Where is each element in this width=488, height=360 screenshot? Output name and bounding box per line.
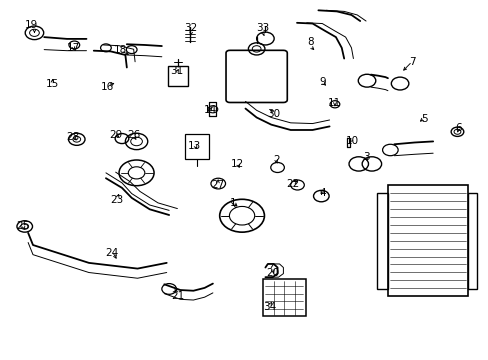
Text: 28: 28	[66, 132, 80, 142]
Bar	[467, 193, 476, 289]
Text: 25: 25	[17, 221, 30, 231]
Bar	[376, 193, 387, 289]
Text: 26: 26	[127, 130, 140, 140]
Text: 21: 21	[170, 291, 183, 301]
Text: 10: 10	[345, 136, 358, 146]
Text: 24: 24	[105, 248, 119, 258]
Text: 8: 8	[306, 37, 313, 48]
Bar	[263, 279, 305, 316]
Text: 4: 4	[318, 188, 325, 198]
Text: 9: 9	[318, 77, 325, 87]
Text: 16: 16	[101, 82, 114, 92]
Text: 31: 31	[169, 66, 183, 76]
Text: 7: 7	[408, 57, 415, 67]
Text: 32: 32	[184, 23, 197, 33]
Text: 34: 34	[263, 302, 276, 312]
Text: 13: 13	[188, 141, 201, 151]
Text: 12: 12	[231, 159, 244, 169]
Text: 14: 14	[203, 105, 217, 115]
Text: 22: 22	[286, 179, 299, 189]
Bar	[387, 185, 467, 296]
Text: 5: 5	[420, 114, 427, 124]
Text: 19: 19	[25, 19, 38, 30]
Text: 27: 27	[211, 180, 224, 190]
Text: 3: 3	[362, 152, 368, 162]
Text: 15: 15	[46, 78, 59, 89]
Bar	[167, 66, 188, 86]
Text: 1: 1	[229, 198, 236, 208]
Text: 17: 17	[66, 43, 80, 53]
Text: 2: 2	[272, 156, 279, 165]
Text: 20: 20	[265, 268, 279, 278]
Text: 6: 6	[454, 123, 461, 133]
Text: 18: 18	[114, 45, 127, 55]
Text: 33: 33	[256, 23, 269, 33]
Text: 30: 30	[266, 109, 280, 119]
Bar	[185, 134, 208, 159]
Text: 11: 11	[327, 98, 341, 108]
Text: 29: 29	[109, 130, 122, 140]
Text: 23: 23	[110, 195, 123, 204]
